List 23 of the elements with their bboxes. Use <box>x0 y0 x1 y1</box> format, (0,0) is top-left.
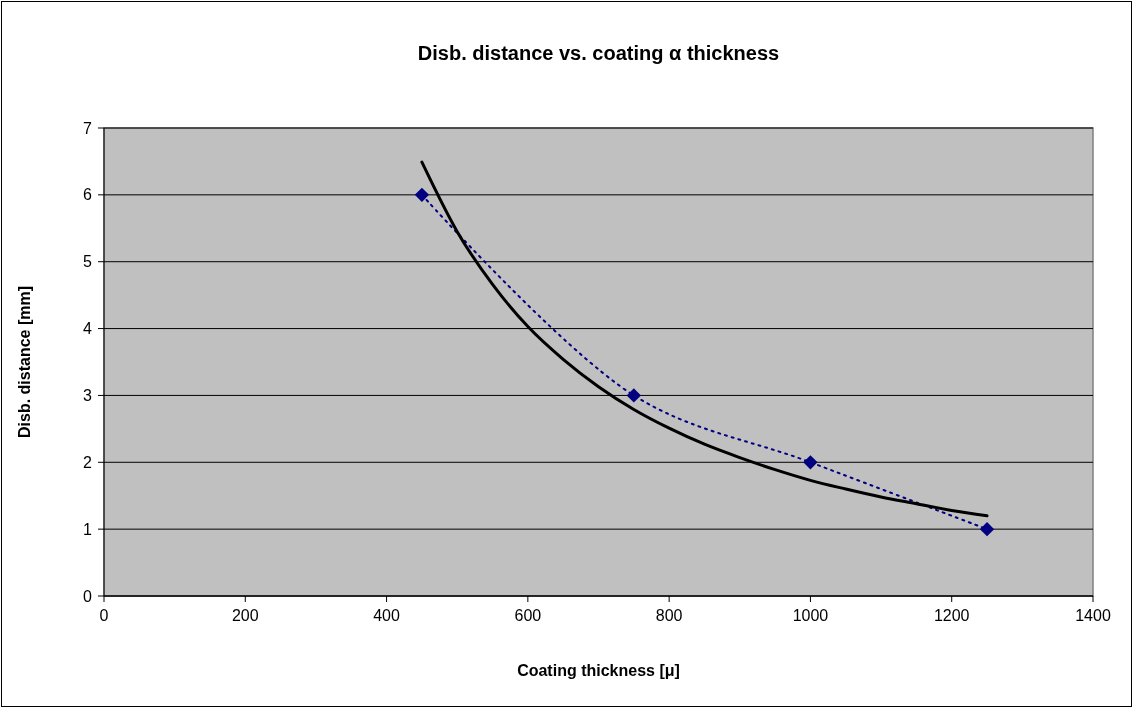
x-tick-label: 600 <box>514 607 542 624</box>
chart-title: Disb. distance vs. coating α thickness <box>417 42 780 64</box>
y-axis-title: Disb. distance [mm] <box>16 285 33 439</box>
y-tick-label: 5 <box>83 253 93 271</box>
x-tick-label: 0 <box>99 607 109 624</box>
point <box>979 522 995 537</box>
y-tick-label: 6 <box>83 186 93 204</box>
x-tick-label: 1400 <box>1075 607 1111 624</box>
y-tick-label: 4 <box>83 320 93 338</box>
x-axis-title: Coating thickness [μ] <box>517 662 680 679</box>
y-tick-label: 1 <box>83 520 93 538</box>
y-tick-label: 0 <box>83 587 93 605</box>
y-tick-label: 3 <box>83 387 93 405</box>
x-tick-label: 800 <box>655 607 683 624</box>
x-tick-label: 200 <box>231 607 259 624</box>
x-tick-label: 1000 <box>792 607 829 624</box>
x-tick-label: 1200 <box>933 607 970 624</box>
point <box>414 187 430 202</box>
y-tick-label: 2 <box>83 453 93 471</box>
y-tick-label: 7 <box>83 119 93 137</box>
x-tick-label: 400 <box>373 607 401 624</box>
point <box>626 388 641 403</box>
point <box>803 455 818 470</box>
